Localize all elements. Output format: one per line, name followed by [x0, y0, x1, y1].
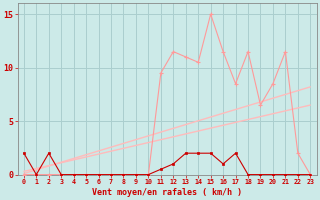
X-axis label: Vent moyen/en rafales ( km/h ): Vent moyen/en rafales ( km/h ): [92, 188, 242, 197]
